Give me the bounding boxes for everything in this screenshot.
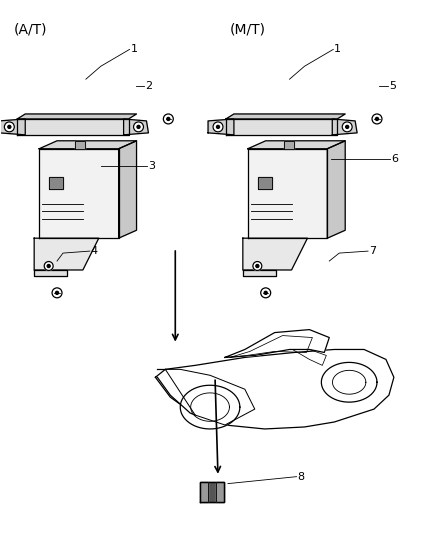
- Polygon shape: [327, 141, 345, 238]
- Text: (M/T): (M/T): [230, 22, 266, 37]
- Polygon shape: [39, 141, 137, 149]
- Circle shape: [47, 264, 50, 268]
- Circle shape: [167, 117, 170, 120]
- Polygon shape: [39, 149, 119, 238]
- Circle shape: [372, 114, 382, 124]
- Polygon shape: [226, 119, 337, 135]
- Polygon shape: [17, 114, 137, 119]
- Circle shape: [216, 125, 219, 128]
- Circle shape: [52, 288, 62, 298]
- Text: 2: 2: [145, 81, 152, 91]
- Circle shape: [342, 122, 352, 132]
- Circle shape: [44, 262, 53, 270]
- Circle shape: [137, 125, 140, 128]
- Circle shape: [4, 122, 14, 132]
- Text: 1: 1: [131, 44, 138, 54]
- Polygon shape: [34, 270, 67, 276]
- Polygon shape: [243, 270, 276, 276]
- Polygon shape: [124, 119, 148, 135]
- Polygon shape: [321, 362, 377, 402]
- Circle shape: [134, 122, 144, 132]
- Circle shape: [253, 262, 262, 270]
- Polygon shape: [283, 141, 293, 149]
- Polygon shape: [332, 119, 357, 135]
- Polygon shape: [216, 482, 224, 502]
- Circle shape: [346, 125, 349, 128]
- Circle shape: [261, 288, 271, 298]
- Polygon shape: [248, 149, 327, 238]
- Text: 1: 1: [334, 44, 341, 54]
- Polygon shape: [17, 119, 129, 135]
- Circle shape: [56, 292, 59, 294]
- Polygon shape: [0, 119, 25, 135]
- Text: (A/T): (A/T): [13, 22, 47, 37]
- Circle shape: [213, 122, 223, 132]
- Circle shape: [264, 292, 267, 294]
- Polygon shape: [226, 114, 345, 119]
- Text: 3: 3: [148, 160, 155, 171]
- Polygon shape: [225, 329, 329, 358]
- Polygon shape: [200, 482, 224, 502]
- Polygon shape: [49, 177, 63, 189]
- Text: 6: 6: [391, 154, 398, 164]
- Polygon shape: [200, 482, 208, 502]
- Polygon shape: [258, 177, 272, 189]
- Polygon shape: [75, 141, 85, 149]
- Text: 7: 7: [369, 246, 376, 256]
- Polygon shape: [34, 238, 99, 270]
- Text: 4: 4: [91, 246, 98, 256]
- Polygon shape: [155, 350, 394, 429]
- Text: 8: 8: [297, 472, 304, 482]
- Polygon shape: [243, 238, 307, 270]
- Circle shape: [8, 125, 11, 128]
- Circle shape: [163, 114, 173, 124]
- Text: 5: 5: [389, 81, 396, 91]
- Circle shape: [375, 117, 378, 120]
- Polygon shape: [208, 119, 234, 135]
- Polygon shape: [248, 141, 345, 149]
- Polygon shape: [180, 385, 240, 429]
- Circle shape: [256, 264, 259, 268]
- Polygon shape: [119, 141, 137, 238]
